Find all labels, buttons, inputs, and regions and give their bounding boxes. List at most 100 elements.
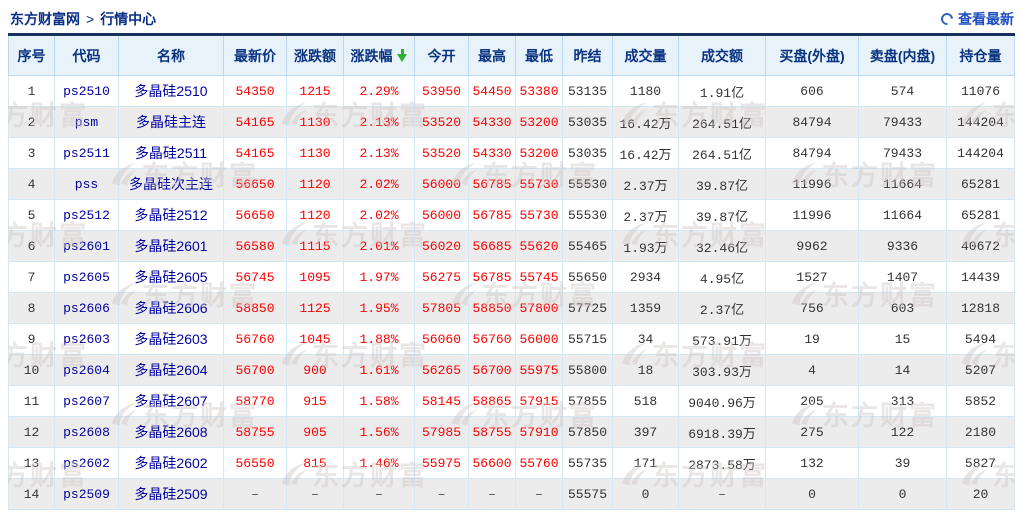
contract-name-link[interactable]: 多晶硅2603 (118, 323, 224, 355)
contract-code-link[interactable]: ps2608 (54, 416, 119, 448)
contract-name-link[interactable]: 多晶硅2605 (118, 261, 224, 293)
col-header-sell-inner[interactable]: 卖盘(内盘) (858, 34, 947, 76)
cell-open: 57985 (414, 416, 469, 448)
table-row: 10 ps2604 多晶硅2604 56700 900 1.61% 56265 56700 55… (8, 354, 1015, 386)
cell-prevsettle: 55650 (562, 261, 613, 293)
cell-change: 1095 (286, 261, 344, 293)
view-latest-button[interactable]: 查看最新 (938, 9, 1014, 29)
cell-turnover: 9040.96万 (678, 385, 766, 417)
contract-code-link[interactable]: ps2607 (54, 385, 119, 417)
contract-name-link[interactable]: 多晶硅2602 (118, 447, 224, 479)
contract-code-link[interactable]: ps2510 (54, 75, 119, 107)
col-header-change[interactable]: 涨跌额 (286, 34, 344, 76)
col-header-volume[interactable]: 成交量 (612, 34, 679, 76)
contract-code-link[interactable]: ps2604 (54, 354, 119, 386)
cell-pct: 1.95% (343, 292, 415, 324)
cell-change: 1115 (286, 230, 344, 262)
cell-prevsettle: 55465 (562, 230, 613, 262)
table-row: 12 ps2608 多晶硅2608 58755 905 1.56% 57985 58755 57… (8, 416, 1015, 448)
col-header-prevsettle[interactable]: 昨结 (562, 34, 613, 76)
view-latest-label: 查看最新 (958, 11, 1014, 27)
contract-name-link[interactable]: 多晶硅2604 (118, 354, 224, 386)
cell-sell-inner: 14 (858, 354, 947, 386)
contract-code-link[interactable]: ps2509 (54, 478, 119, 510)
cell-change: 915 (286, 385, 344, 417)
breadcrumb-site-link[interactable]: 东方财富网 (10, 11, 80, 27)
col-header-seq[interactable]: 序号 (8, 34, 55, 76)
cell-open: – (414, 478, 469, 510)
cell-last: 58770 (223, 385, 287, 417)
col-header-open-interest[interactable]: 持仓量 (946, 34, 1015, 76)
cell-sell-inner: 79433 (858, 137, 947, 169)
cell-turnover: 39.87亿 (678, 199, 766, 231)
col-header-code[interactable]: 代码 (54, 34, 119, 76)
cell-low: 55730 (515, 168, 563, 200)
table-row: 13 ps2602 多晶硅2602 56550 815 1.46% 55975 56600 55… (8, 447, 1015, 479)
cell-buy-outer: 11996 (765, 199, 859, 231)
contract-code-link[interactable]: ps2606 (54, 292, 119, 324)
contract-code-link[interactable]: psm (54, 106, 119, 138)
cell-high: 56785 (468, 261, 516, 293)
table-row: 2 psm 多晶硅主连 54165 1130 2.13% 53520 54330 53200 53… (8, 106, 1015, 138)
cell-last: 56760 (223, 323, 287, 355)
cell-buy-outer: 132 (765, 447, 859, 479)
contract-name-link[interactable]: 多晶硅2512 (118, 199, 224, 231)
contract-name-link[interactable]: 多晶硅2608 (118, 416, 224, 448)
cell-open: 56275 (414, 261, 469, 293)
contract-name-link[interactable]: 多晶硅2607 (118, 385, 224, 417)
table-row: 3 ps2511 多晶硅2511 54165 1130 2.13% 53520 54330 53… (8, 137, 1015, 169)
cell-low: 53380 (515, 75, 563, 107)
cell-sell-inner: 11664 (858, 199, 947, 231)
cell-turnover: 264.51亿 (678, 106, 766, 138)
cell-change: 1120 (286, 199, 344, 231)
cell-change: 1120 (286, 168, 344, 200)
cell-open-interest: 65281 (946, 199, 1015, 231)
table-row: 7 ps2605 多晶硅2605 56745 1095 1.97% 56275 56785 55… (8, 261, 1015, 293)
cell-low: 55745 (515, 261, 563, 293)
cell-high: 56600 (468, 447, 516, 479)
cell-buy-outer: 19 (765, 323, 859, 355)
cell-last: 56745 (223, 261, 287, 293)
cell-pct: 1.56% (343, 416, 415, 448)
cell-buy-outer: 84794 (765, 137, 859, 169)
cell-buy-outer: 4 (765, 354, 859, 386)
contract-code-link[interactable]: ps2605 (54, 261, 119, 293)
contract-name-link[interactable]: 多晶硅次主连 (118, 168, 224, 200)
contract-name-link[interactable]: 多晶硅2601 (118, 230, 224, 262)
contract-code-link[interactable]: ps2601 (54, 230, 119, 262)
contract-code-link[interactable]: ps2602 (54, 447, 119, 479)
contract-name-link[interactable]: 多晶硅2511 (118, 137, 224, 169)
col-header-turnover[interactable]: 成交额 (678, 34, 766, 76)
cell-change: 1125 (286, 292, 344, 324)
col-header-high[interactable]: 最高 (468, 34, 516, 76)
cell-high: – (468, 478, 516, 510)
cell-change: 1130 (286, 137, 344, 169)
cell-open: 57805 (414, 292, 469, 324)
cell-open-interest: 11076 (946, 75, 1015, 107)
breadcrumb-separator: > (86, 11, 95, 27)
contract-name-link[interactable]: 多晶硅2510 (118, 75, 224, 107)
cell-high: 56785 (468, 199, 516, 231)
cell-open-interest: 144204 (946, 137, 1015, 169)
col-header-name[interactable]: 名称 (118, 34, 224, 76)
breadcrumb-section-link[interactable]: 行情中心 (100, 11, 157, 27)
col-header-buy-outer[interactable]: 买盘(外盘) (765, 34, 859, 76)
col-header-low[interactable]: 最低 (515, 34, 563, 76)
cell-turnover: 303.93万 (678, 354, 766, 386)
contract-name-link[interactable]: 多晶硅2509 (118, 478, 224, 510)
col-header-last[interactable]: 最新价 (223, 34, 287, 76)
cell-buy-outer: 1527 (765, 261, 859, 293)
contract-name-link[interactable]: 多晶硅主连 (118, 106, 224, 138)
contract-code-link[interactable]: ps2512 (54, 199, 119, 231)
cell-turnover: 6918.39万 (678, 416, 766, 448)
contract-code-link[interactable]: ps2603 (54, 323, 119, 355)
contract-code-link[interactable]: ps2511 (54, 137, 119, 169)
cell-open-interest: 40672 (946, 230, 1015, 262)
cell-low: 55760 (515, 447, 563, 479)
col-header-pct[interactable]: 涨跌幅 (343, 34, 415, 76)
col-header-open[interactable]: 今开 (414, 34, 469, 76)
cell-prevsettle: 53135 (562, 75, 613, 107)
cell-change: 900 (286, 354, 344, 386)
contract-name-link[interactable]: 多晶硅2606 (118, 292, 224, 324)
contract-code-link[interactable]: pss (54, 168, 119, 200)
